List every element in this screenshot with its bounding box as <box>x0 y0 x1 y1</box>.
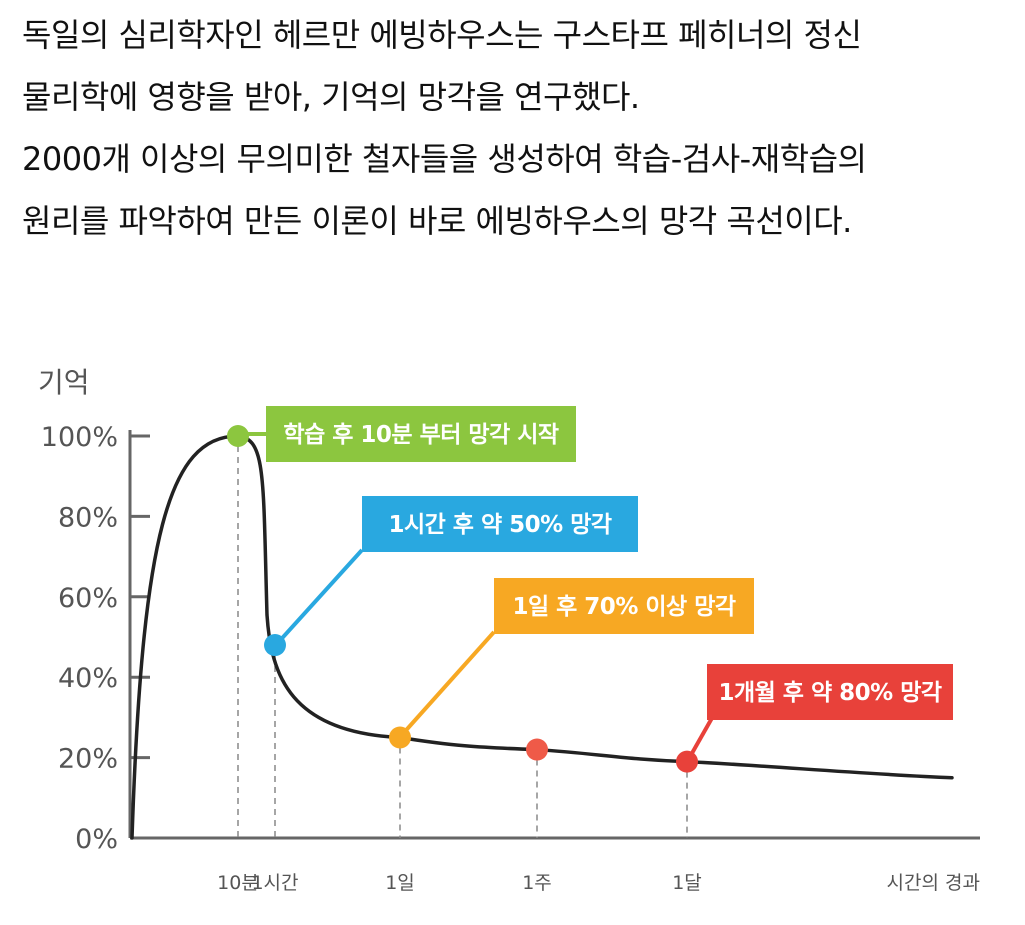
data-point-marker <box>389 726 411 749</box>
callout-box <box>707 664 953 720</box>
x-axis-label: 시간의 경과 <box>887 872 980 894</box>
intro-line-4: 원리를 파악하여 만든 이론이 바로 에빙하우스의 망각 곡선이다. <box>22 202 852 240</box>
y-axis-label: 기억 <box>38 366 90 399</box>
callout-label: 1개월 후 약 80% 망각 <box>718 680 941 706</box>
y-tick-label: 0% <box>75 824 118 855</box>
y-tick-label: 20% <box>58 744 118 775</box>
x-tick-label: 10분 <box>217 872 259 894</box>
data-point-marker <box>227 425 249 447</box>
callout-connector <box>398 630 496 739</box>
intro-text: 독일의 심리학자인 헤르만 에빙하우스는 구스타프 페히너의 정신 물리학에 영… <box>22 4 1012 252</box>
callout-box <box>362 496 638 552</box>
x-tick-label: 1일 <box>385 872 415 894</box>
callout-label: 학습 후 10분 부터 망각 시작 <box>283 422 558 448</box>
y-tick-label: 100% <box>41 422 118 453</box>
data-point-marker <box>264 634 286 657</box>
callout-box <box>494 578 754 634</box>
y-tick-label: 80% <box>58 502 118 533</box>
intro-line-3: 2000개 이상의 무의미한 철자들을 생성하여 학습-검사-재학습의 <box>22 140 867 178</box>
data-point-marker <box>526 738 548 761</box>
intro-line-1: 독일의 심리학자인 헤르만 에빙하우스는 구스타프 페히너의 정신 <box>22 16 862 54</box>
intro-line-2: 물리학에 영향을 받아, 기억의 망각을 연구했다. <box>22 78 640 116</box>
x-tick-label: 1달 <box>672 872 702 894</box>
callout-label: 1일 후 70% 이상 망각 <box>512 594 735 620</box>
x-tick-label: 1시간 <box>251 872 298 894</box>
y-tick-label: 60% <box>58 583 118 614</box>
callout-label: 1시간 후 약 50% 망각 <box>388 512 611 538</box>
x-tick-label: 1주 <box>522 872 552 894</box>
y-tick-label: 40% <box>58 663 118 694</box>
callout-connector <box>273 548 364 648</box>
data-point-marker <box>676 750 698 773</box>
callout-box <box>266 406 576 462</box>
